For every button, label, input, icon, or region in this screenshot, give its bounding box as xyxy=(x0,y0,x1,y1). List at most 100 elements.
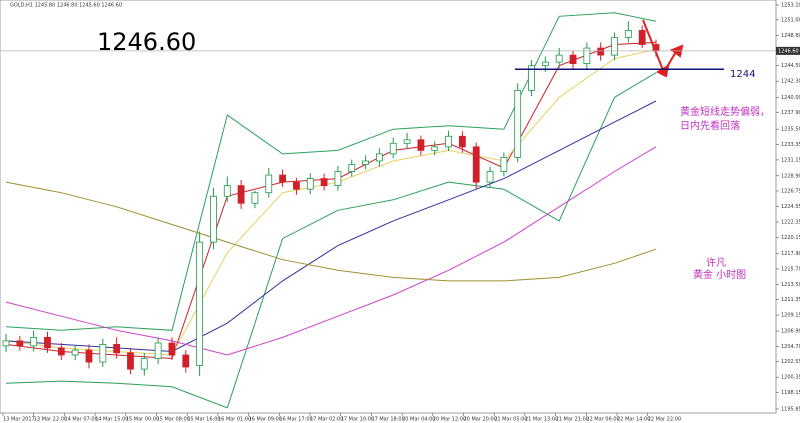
y-tick-label: 1251.00 xyxy=(781,17,800,23)
indicator-line xyxy=(5,72,657,409)
candle-body xyxy=(403,139,411,144)
candle-body xyxy=(541,61,549,67)
x-tick-label: 22 Mar 06:00 xyxy=(586,417,619,423)
y-tick-label: 1228.90 xyxy=(781,173,800,179)
x-tick-label: 13 Mar 2017 xyxy=(3,417,35,423)
candle-body xyxy=(85,349,93,363)
y-tick-label: 1231.15 xyxy=(781,157,800,163)
candle-body xyxy=(514,89,522,158)
y-tick-label: 1200.35 xyxy=(781,375,800,381)
candle-body xyxy=(57,347,65,356)
y-tick-label: 1248.80 xyxy=(781,33,800,39)
candle-body xyxy=(182,354,190,368)
annotation: 黄金短线走势偏弱， xyxy=(680,105,770,118)
candle-body xyxy=(624,30,632,38)
y-tick-label: 1195.85 xyxy=(781,406,800,412)
x-tick-label: 20 Mar 20:00 xyxy=(464,417,497,423)
annotation: 黄金 小时图 xyxy=(693,268,746,281)
candle-body xyxy=(583,47,591,64)
x-tick-label: 17 Mar 18:00 xyxy=(371,417,404,423)
x-tick-label: 15 Mar 08:00 xyxy=(157,417,190,423)
y-tick-label: 1204.70 xyxy=(781,344,800,350)
candle-body xyxy=(611,37,618,56)
candle-body xyxy=(500,157,508,172)
x-tick-label: 20 Mar 12:00 xyxy=(433,417,466,423)
price-box xyxy=(776,46,800,55)
y-tick-label: 1206.90 xyxy=(781,329,800,335)
y-tick-label: 1235.50 xyxy=(781,127,800,133)
candle-body xyxy=(265,174,273,194)
x-tick-label: 14 Mar 07:00 xyxy=(64,417,97,423)
candle-body xyxy=(2,340,10,347)
indicator-line xyxy=(5,181,657,282)
x-tick-label: 16 Mar 17:00 xyxy=(279,417,312,423)
big-price: 1246.60 xyxy=(97,28,196,56)
candle-body xyxy=(348,164,356,172)
x-tick-label: 16 Mar 01:00 xyxy=(218,417,251,423)
candle-body xyxy=(71,349,79,356)
y-tick-label: 1213.50 xyxy=(781,282,800,288)
x-tick-label: 13 Mar 22:00 xyxy=(34,417,67,423)
y-tick-label: 1215.70 xyxy=(781,266,800,272)
x-tick-label: 21 Mar 05:00 xyxy=(494,417,527,423)
candle-body xyxy=(486,171,494,183)
y-tick-label: 1237.90 xyxy=(781,110,800,116)
y-tick-label: 1220.15 xyxy=(781,235,800,241)
x-tick-label: 15 Mar 00:00 xyxy=(126,417,159,423)
y-tick-label: 1224.55 xyxy=(781,204,800,210)
y-tick-label: 1253.10 xyxy=(781,3,800,9)
candle-body xyxy=(320,178,328,187)
candle-body xyxy=(389,142,397,155)
x-tick-label: 17 Mar 10:00 xyxy=(341,417,374,423)
candle-body xyxy=(99,344,107,363)
level-label: 1244 xyxy=(730,69,755,80)
candle-body xyxy=(127,352,134,370)
candle-body xyxy=(458,135,466,148)
candle-body xyxy=(376,153,383,162)
candle-body xyxy=(237,185,245,204)
y-tick-label: 1211.35 xyxy=(781,297,800,303)
candle-body xyxy=(279,174,286,183)
y-tick-label: 1209.15 xyxy=(781,313,800,319)
y-tick-label: 1217.90 xyxy=(781,251,800,257)
y-tick-label: 1240.00 xyxy=(781,95,800,101)
candle-body xyxy=(362,160,369,165)
header: GOLD,H1 1245.80 1246.80 1245.60 1246.60 xyxy=(10,3,122,9)
y-tick-label: 1226.75 xyxy=(781,188,800,194)
candle-body xyxy=(210,195,217,243)
price-box-label: 1246.60 xyxy=(778,48,799,54)
y-tick-label: 1222.35 xyxy=(781,219,800,225)
candle-body xyxy=(140,358,148,370)
annotation: 许凡 xyxy=(706,257,726,269)
candle-body xyxy=(16,340,24,347)
candle-body xyxy=(569,54,577,64)
x-tick-label: 14 Mar 15:00 xyxy=(95,417,128,423)
candle-body xyxy=(251,192,259,204)
candle-body xyxy=(113,344,121,354)
candle-body xyxy=(293,181,300,190)
candle-body xyxy=(445,135,452,148)
candle-body xyxy=(168,342,176,356)
candle-body xyxy=(555,54,563,63)
candle-body xyxy=(306,178,314,190)
candle-body xyxy=(417,139,425,151)
x-tick-label: 16 Mar 09:00 xyxy=(249,417,282,423)
x-tick-label: 21 Mar 21:00 xyxy=(556,417,589,423)
y-tick-label: 1242.30 xyxy=(781,79,800,85)
annotation: 日内先看回落 xyxy=(680,119,740,132)
y-tick-label: 1202.55 xyxy=(781,359,800,365)
y-tick-label: 1198.15 xyxy=(781,390,800,396)
candle-body xyxy=(472,146,480,183)
candle-body xyxy=(154,342,162,359)
candle-body xyxy=(652,44,660,52)
indicator-line xyxy=(5,146,657,356)
candle-body xyxy=(528,65,535,91)
candle-body xyxy=(638,30,646,45)
candle-body xyxy=(30,336,38,347)
x-tick-label: 17 Mar 02:00 xyxy=(310,417,343,423)
candle-body xyxy=(597,47,605,56)
indicator-line xyxy=(5,12,657,331)
candle-body xyxy=(223,185,231,197)
